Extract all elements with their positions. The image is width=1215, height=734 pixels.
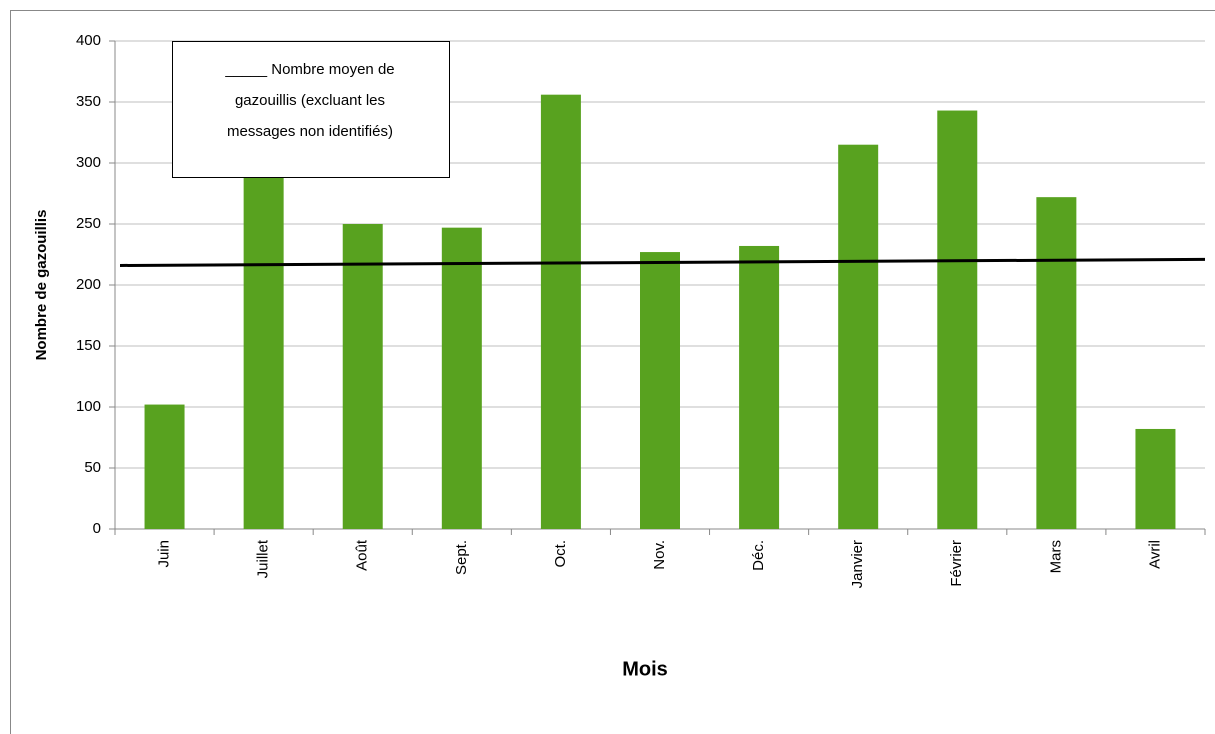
y-tick-label: 0 bbox=[93, 520, 101, 537]
y-tick-label: 100 bbox=[76, 398, 101, 415]
legend-box bbox=[172, 41, 450, 178]
y-axis-title: Nombre de gazouillis bbox=[33, 210, 50, 361]
x-tick-label: Déc. bbox=[750, 540, 767, 571]
y-tick-label: 250 bbox=[76, 215, 101, 232]
bar bbox=[838, 144, 879, 529]
y-tick-label: 300 bbox=[76, 154, 101, 171]
bar bbox=[937, 110, 978, 529]
bar bbox=[1036, 197, 1077, 529]
y-tick-label: 350 bbox=[76, 93, 101, 110]
legend-text: messages non identifiés) bbox=[227, 123, 393, 140]
y-tick-label: 150 bbox=[76, 337, 101, 354]
x-axis-title: Mois bbox=[622, 658, 668, 680]
bar bbox=[640, 252, 680, 529]
x-tick-label: Sept. bbox=[453, 540, 470, 575]
y-tick-label: 50 bbox=[84, 459, 101, 476]
bar bbox=[144, 404, 185, 529]
x-tick-label: Mars bbox=[1047, 540, 1064, 573]
bar bbox=[342, 224, 383, 529]
bar bbox=[540, 94, 581, 530]
y-tick-label: 200 bbox=[76, 276, 101, 293]
legend-text: _____ Nombre moyen de bbox=[224, 61, 394, 78]
x-tick-label: Janvier bbox=[849, 540, 866, 588]
x-tick-label: Juin bbox=[156, 540, 173, 568]
legend-text: gazouillis (excluant les bbox=[235, 92, 385, 109]
x-tick-label: Août bbox=[354, 539, 371, 571]
y-tick-label: 400 bbox=[76, 32, 101, 49]
x-tick-label: Avril bbox=[1146, 540, 1163, 569]
x-tick-label: Oct. bbox=[552, 540, 569, 568]
bar bbox=[441, 227, 482, 529]
bar bbox=[1135, 428, 1176, 529]
x-tick-label: Juillet bbox=[255, 539, 272, 578]
x-tick-label: Février bbox=[948, 540, 965, 587]
bar bbox=[243, 175, 284, 529]
bar bbox=[739, 245, 780, 529]
average-line bbox=[119, 257, 1206, 267]
x-tick-label: Nov. bbox=[651, 540, 668, 570]
